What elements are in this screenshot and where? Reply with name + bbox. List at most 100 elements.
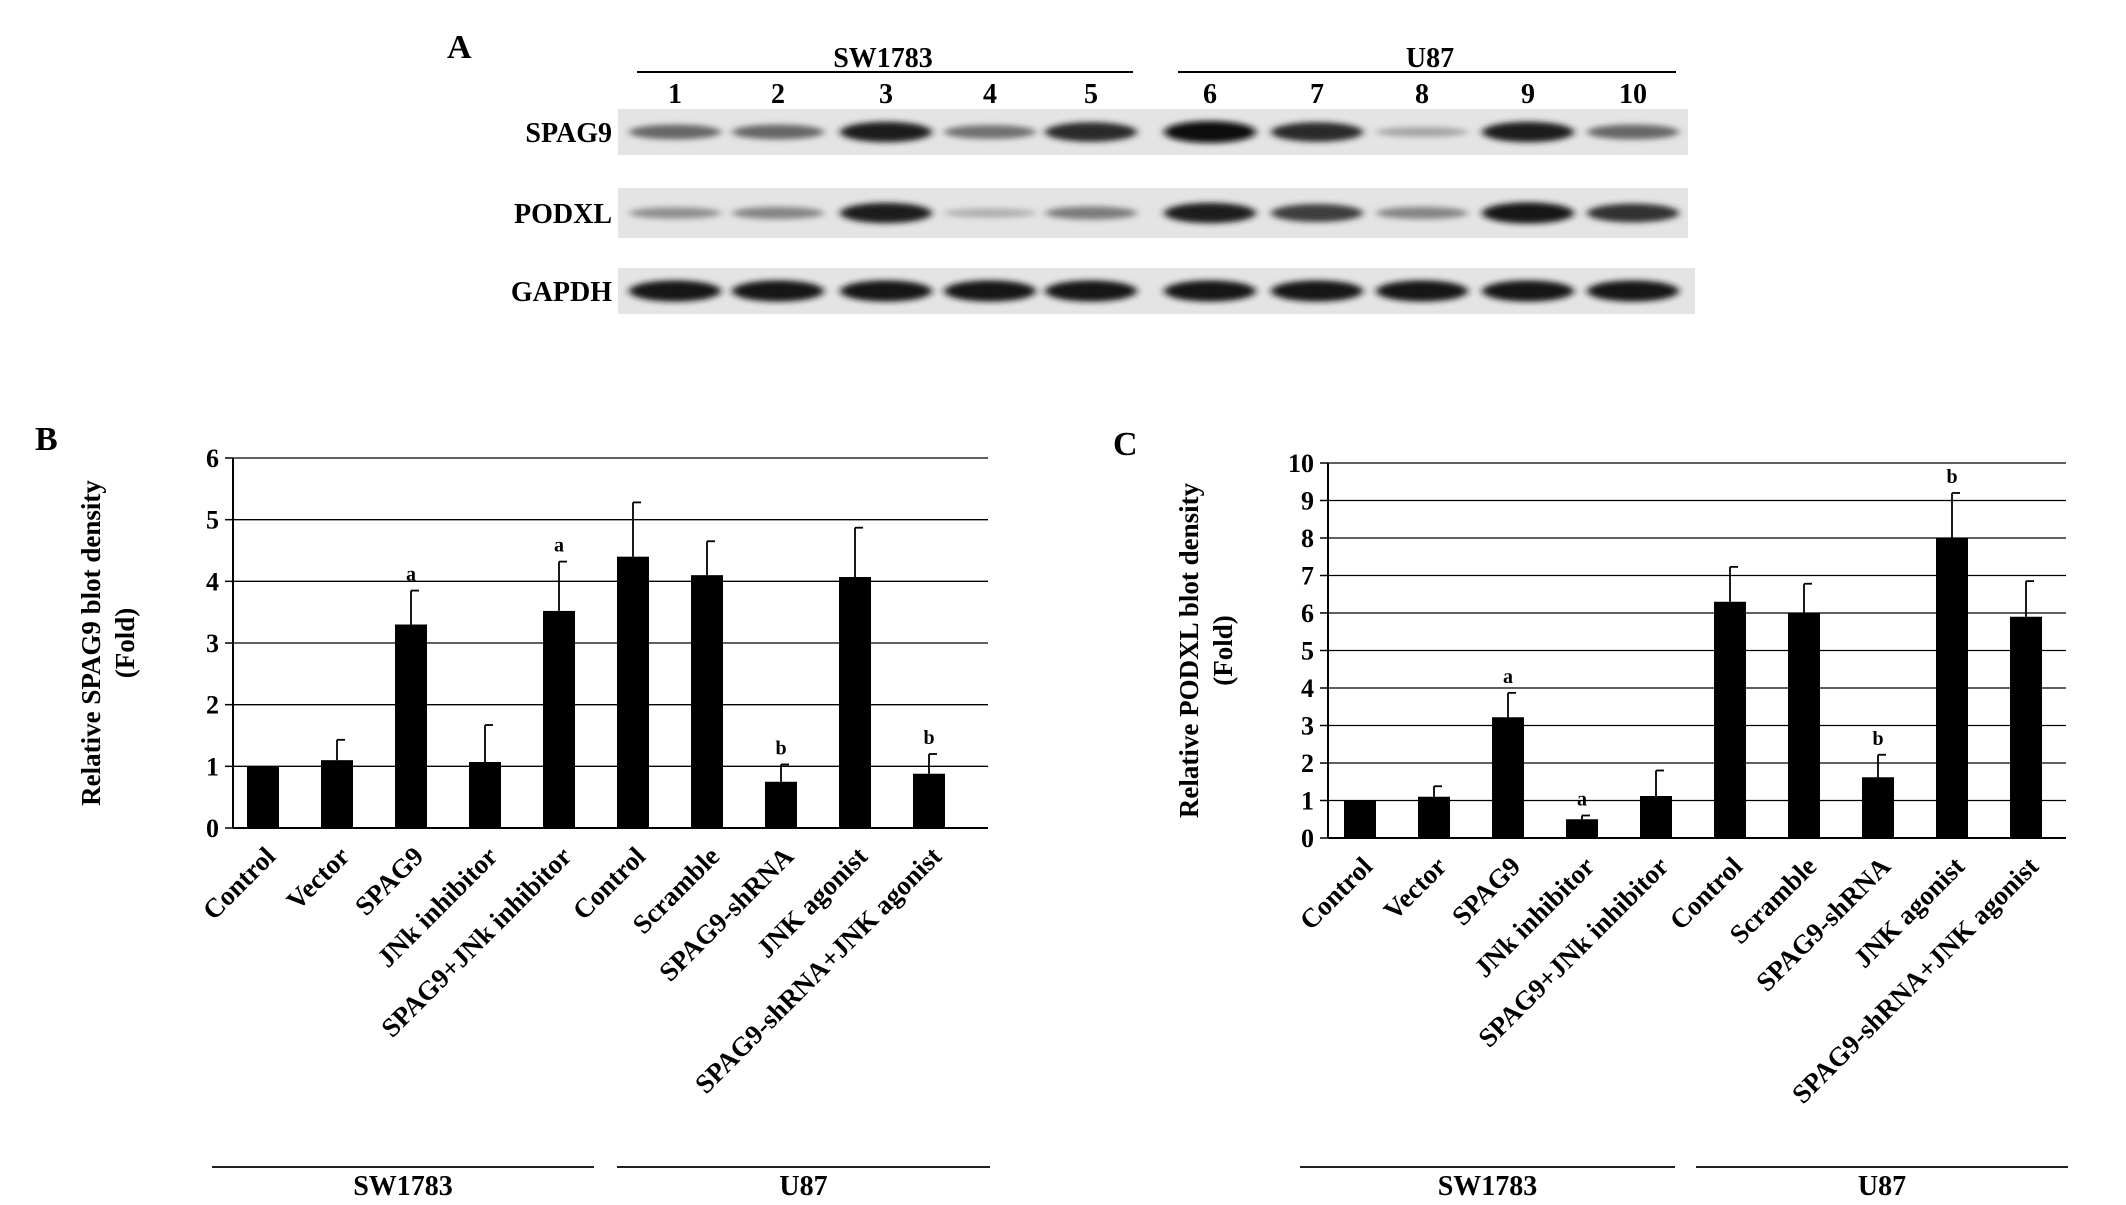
y-tick-label: 0 xyxy=(206,814,219,843)
y-axis-label: Relative PODXL blot density xyxy=(1174,482,1204,818)
bar xyxy=(543,610,575,828)
blot-row-label: GAPDH xyxy=(511,277,612,308)
blot-band xyxy=(1482,121,1574,143)
y-tick-label: 4 xyxy=(1301,674,1314,703)
bar xyxy=(321,760,353,828)
x-tick-label: SPAG9-shRNA xyxy=(653,841,799,987)
x-tick-label: Control xyxy=(1294,851,1379,936)
y-tick-label: 2 xyxy=(206,691,219,720)
bar xyxy=(1418,796,1450,838)
significance-label: b xyxy=(923,727,934,749)
y-tick-label: 3 xyxy=(206,629,219,658)
blot-band xyxy=(944,125,1036,139)
blot-band xyxy=(840,280,932,302)
blot-band xyxy=(1271,280,1363,302)
lane-label: 8 xyxy=(1415,79,1429,110)
bar xyxy=(691,575,723,828)
bar xyxy=(1640,796,1672,838)
bar xyxy=(765,781,797,828)
bar xyxy=(1492,717,1524,838)
significance-label: b xyxy=(1946,466,1957,488)
x-tick-label: Control xyxy=(197,841,282,926)
group-label-u87-blot: U87 xyxy=(1406,43,1454,74)
blot-band xyxy=(840,121,932,143)
significance-label: b xyxy=(1872,728,1883,750)
blot-band xyxy=(1587,280,1679,302)
significance-label: a xyxy=(406,564,416,586)
significance-label: a xyxy=(1503,666,1513,688)
blot-band xyxy=(1164,280,1256,302)
lane-label: 9 xyxy=(1521,79,1535,110)
x-tick-label: Vector xyxy=(1378,851,1453,926)
blot-band xyxy=(732,124,824,140)
group-label: SW1783 xyxy=(1438,1171,1538,1202)
bar xyxy=(1936,538,1968,838)
lane-label: 6 xyxy=(1203,79,1217,110)
y-tick-label: 4 xyxy=(206,567,219,596)
blot-band xyxy=(1045,122,1137,142)
x-tick-label: SPAG9-shRNA xyxy=(1750,851,1896,997)
x-tick-label: Vector xyxy=(281,841,356,916)
blot-band xyxy=(1482,202,1574,224)
y-tick-label: 9 xyxy=(1301,487,1314,516)
bar xyxy=(247,766,279,828)
bar xyxy=(913,773,945,828)
y-tick-label: 3 xyxy=(1301,712,1314,741)
lane-label: 3 xyxy=(879,79,893,110)
blot-band xyxy=(1045,206,1137,220)
bar xyxy=(1788,613,1820,838)
blot-band xyxy=(1587,203,1679,223)
bar xyxy=(1862,777,1894,838)
y-axis-label-unit: (Fold) xyxy=(110,608,140,679)
blot-band xyxy=(1164,121,1256,143)
y-tick-label: 2 xyxy=(1301,749,1314,778)
blot-band xyxy=(1587,124,1679,140)
panel-b-chart: B 0 1 2 3 4 5 6 Relative SPAG9 blot density (Fol… xyxy=(35,421,990,1202)
blot-band xyxy=(1376,127,1468,137)
significance-label: b xyxy=(775,737,786,759)
lane-label: 7 xyxy=(1310,79,1324,110)
panel-a-blot: A SW1783 U87 1 2 3 4 5 6 7 8 9 10 SPAG9 PODXL GAPDH xyxy=(447,29,1695,314)
y-tick-label: 7 xyxy=(1301,562,1314,591)
lane-label: 4 xyxy=(983,79,997,110)
bar xyxy=(839,577,871,828)
blot-band xyxy=(1376,280,1468,302)
group-label: SW1783 xyxy=(353,1171,453,1202)
panel-a-label: A xyxy=(447,29,472,66)
blot-band xyxy=(1376,206,1468,220)
y-tick-label: 0 xyxy=(1301,824,1314,853)
y-axis-label-unit: (Fold) xyxy=(1208,615,1238,686)
y-tick-label: 1 xyxy=(206,752,219,781)
panel-c-label: C xyxy=(1113,426,1138,463)
blot-band xyxy=(629,207,721,219)
blot-row-label: PODXL xyxy=(514,199,612,230)
blot-band xyxy=(1164,202,1256,224)
y-tick-label: 6 xyxy=(206,444,219,473)
y-tick-label: 1 xyxy=(1301,787,1314,816)
blot-band xyxy=(944,280,1036,302)
blot-band xyxy=(944,208,1036,218)
blot-band xyxy=(840,202,932,224)
blot-band xyxy=(629,124,721,140)
blot-band xyxy=(1271,204,1363,222)
lane-label: 10 xyxy=(1619,79,1647,110)
panel-b-label: B xyxy=(35,421,58,458)
bar xyxy=(469,762,501,828)
group-label: U87 xyxy=(779,1171,827,1202)
blot-band xyxy=(1045,280,1137,302)
blot-band xyxy=(732,280,824,302)
panel-c-chart: C 0 1 2 3 4 5 6 7 8 9 10 Relative PODXL blot densit… xyxy=(1113,426,2068,1202)
bar xyxy=(1566,819,1598,838)
bar xyxy=(1714,601,1746,838)
bar xyxy=(617,556,649,828)
group-label-sw1783-blot: SW1783 xyxy=(833,43,933,74)
blot-band xyxy=(629,280,721,302)
significance-label: a xyxy=(1577,789,1587,811)
lane-label: 1 xyxy=(668,79,682,110)
significance-label: a xyxy=(554,535,564,557)
bar xyxy=(2010,616,2042,838)
y-tick-label: 10 xyxy=(1288,449,1314,478)
blot-band xyxy=(1271,122,1363,142)
bar xyxy=(1344,800,1376,838)
